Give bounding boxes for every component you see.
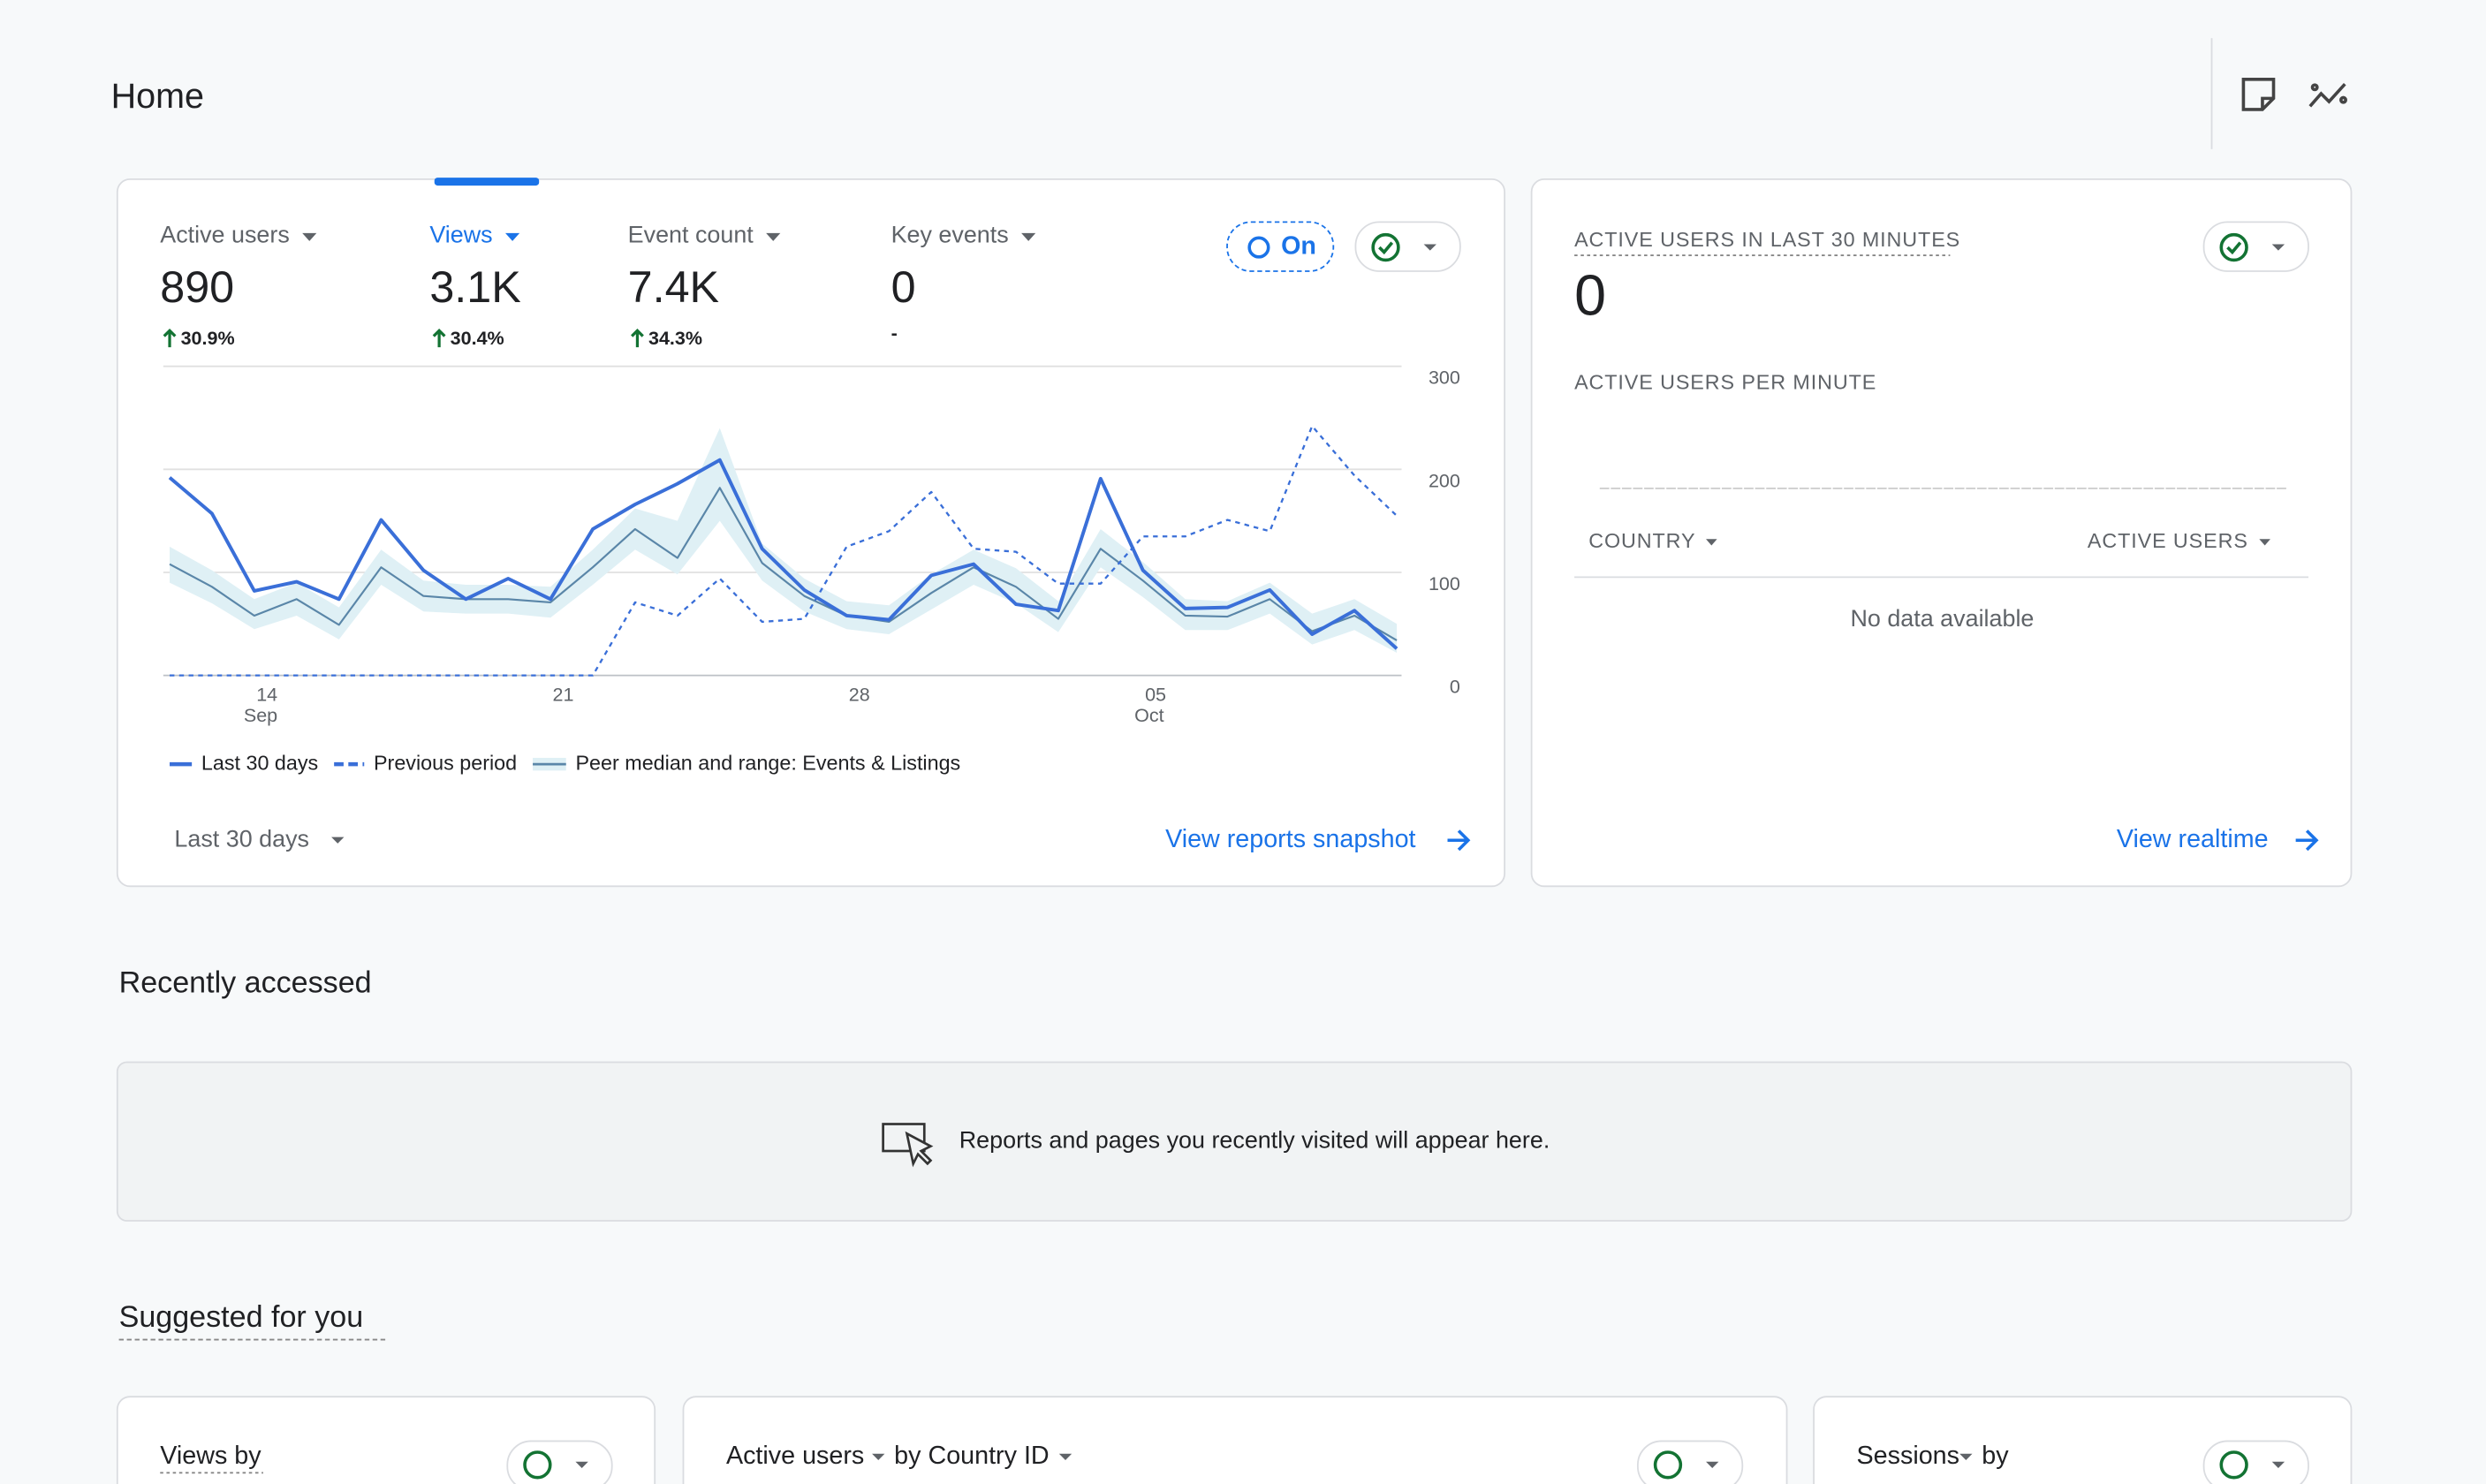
badge[interactable] <box>1226 221 1335 272</box>
x-tick-sublabel: Oct <box>1134 705 1163 726</box>
x-tick-sublabel: Sep <box>244 705 277 726</box>
sort-icon <box>1706 539 1717 546</box>
empty-message: No data available <box>1850 605 2034 632</box>
cursor-icon <box>882 1123 934 1168</box>
section-title: Recently accessed <box>119 966 372 1000</box>
card-title: by Country ID <box>894 1442 1049 1470</box>
selected-tab <box>434 178 540 186</box>
status-button[interactable] <box>1354 221 1461 272</box>
dropdown-icon <box>872 1453 885 1460</box>
legend-label: Last 30 days <box>201 751 318 774</box>
sort-icon <box>2259 539 2270 546</box>
legend-label: Previous period <box>374 751 517 774</box>
page-title: Home <box>111 77 204 116</box>
dropdown-icon <box>505 232 520 241</box>
y-tick-label: 300 <box>1429 367 1460 389</box>
metric-change: 30.4% <box>451 328 504 349</box>
arrow-icon <box>2295 829 2319 852</box>
overview-card <box>116 178 1506 888</box>
up-arrow <box>432 329 446 348</box>
suggested-card[interactable] <box>682 1396 1788 1484</box>
metric-label[interactable]: Event count <box>628 222 754 248</box>
column-header[interactable]: ACTIVE USERS <box>2088 529 2248 552</box>
dropdown-icon <box>1021 232 1036 241</box>
up-arrow <box>631 329 644 348</box>
status-button[interactable] <box>506 1440 613 1484</box>
x-tick-label: 28 <box>849 685 870 706</box>
insights-icon[interactable] <box>2308 83 2347 108</box>
x-tick-label: 05 <box>1145 685 1166 706</box>
status-button[interactable] <box>2202 1440 2309 1484</box>
realtime-link[interactable]: View realtime <box>2117 825 2269 853</box>
series-line <box>168 458 1398 650</box>
metric-value: 890 <box>160 262 234 312</box>
metric-label[interactable]: Views <box>429 222 492 248</box>
metric-change: 30.9% <box>181 328 235 349</box>
series-line <box>169 487 1398 641</box>
card-title: Views by <box>160 1442 261 1470</box>
metric-label[interactable]: Key events <box>891 222 1009 248</box>
dropdown-icon <box>766 232 781 241</box>
recent-box <box>116 1061 2353 1222</box>
realtime-card <box>1530 178 2353 888</box>
notes-icon[interactable] <box>2241 78 2276 111</box>
badge-icon <box>1247 236 1270 259</box>
dropdown-icon <box>331 837 345 844</box>
up-arrow <box>163 329 177 348</box>
dropdown-icon <box>1959 1453 1973 1460</box>
dropdown-icon <box>302 232 317 241</box>
x-tick-label: 14 <box>256 685 277 706</box>
range-band <box>170 428 1398 653</box>
metric-change: 34.3% <box>648 328 702 349</box>
status-button[interactable] <box>2202 221 2309 272</box>
metric-change: - <box>891 322 898 344</box>
series-line <box>170 425 1398 677</box>
date-range[interactable]: Last 30 days <box>174 825 309 852</box>
realtime-subtitle: ACTIVE USERS PER MINUTE <box>1574 371 1876 394</box>
y-tick-label: 0 <box>1450 677 1460 698</box>
realtime-title: ACTIVE USERS IN LAST 30 MINUTES <box>1574 228 1960 251</box>
y-tick-label: 200 <box>1429 470 1460 491</box>
metric-label[interactable]: Active users <box>160 222 290 248</box>
realtime-value: 0 <box>1574 263 1606 327</box>
y-tick-label: 100 <box>1429 573 1460 594</box>
x-tick-label: 21 <box>553 685 574 706</box>
metric-value: 3.1K <box>429 262 520 312</box>
badge-label: On <box>1281 232 1316 261</box>
status-button[interactable] <box>1636 1440 1744 1484</box>
metric-value: 0 <box>891 262 916 312</box>
snapshot-link[interactable]: View reports snapshot <box>1165 825 1415 853</box>
arrow-icon <box>1447 829 1471 852</box>
legend-label: Peer median and range: Events & Listings <box>576 751 961 774</box>
card-title: by <box>1982 1442 2009 1470</box>
card-title: Active users <box>726 1442 864 1470</box>
section-title: Suggested for you <box>119 1300 364 1334</box>
column-header[interactable]: COUNTRY <box>1588 529 1695 552</box>
card-title: Sessions <box>1857 1442 1959 1470</box>
metric-value: 7.4K <box>628 262 719 312</box>
recent-message: Reports and pages you recently visited w… <box>959 1126 1550 1153</box>
dropdown-icon <box>1058 1453 1072 1460</box>
